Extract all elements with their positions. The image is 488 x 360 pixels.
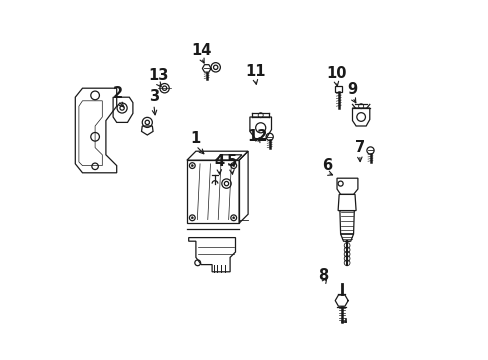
Text: 10: 10: [325, 66, 346, 81]
Circle shape: [191, 165, 193, 167]
Text: 7: 7: [354, 140, 364, 155]
Circle shape: [191, 217, 193, 219]
Text: 3: 3: [148, 89, 159, 104]
Text: 13: 13: [147, 68, 168, 83]
Text: 12: 12: [246, 129, 267, 144]
Text: 1: 1: [190, 131, 201, 146]
Text: 5: 5: [226, 154, 237, 169]
Text: 4: 4: [214, 154, 224, 169]
Circle shape: [232, 165, 234, 167]
Text: 8: 8: [318, 267, 328, 283]
Text: 14: 14: [191, 42, 211, 58]
Text: 2: 2: [113, 86, 122, 101]
Text: 6: 6: [322, 158, 332, 173]
Text: 11: 11: [244, 64, 265, 79]
Circle shape: [232, 217, 234, 219]
Text: 9: 9: [347, 82, 357, 97]
